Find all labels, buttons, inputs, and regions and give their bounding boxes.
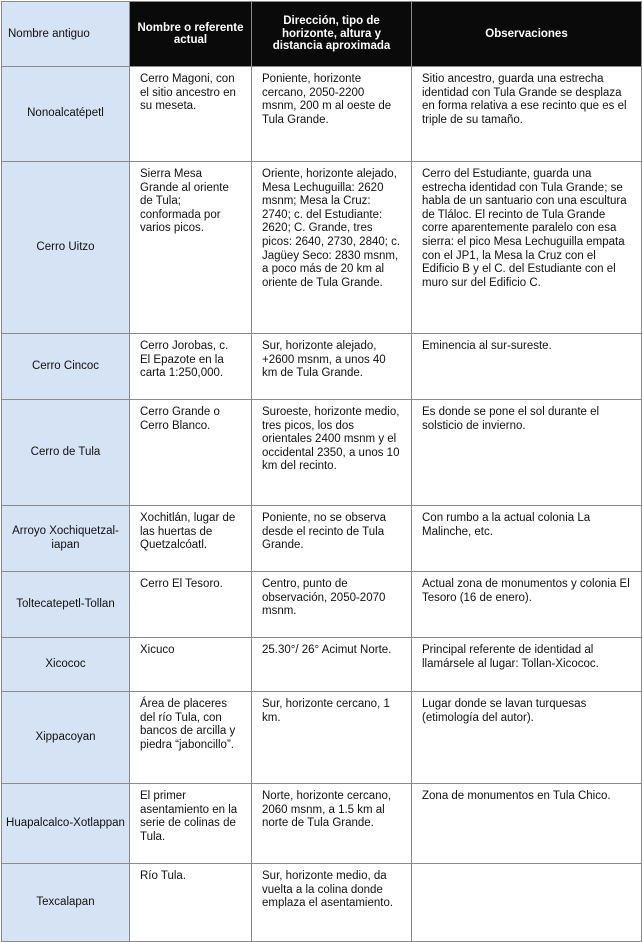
table-row: Cerro Cincoc Cerro Jorobas, c. El Epazot… [1,333,642,400]
cell-direction: Sur, horizonte medio, da vuelta a la col… [251,863,412,942]
cell-notes: Eminencia al sur-sureste. [411,333,642,400]
cell-ancient-name: Cerro Uitzo [1,161,130,334]
cell-current-name: Cerro El Tesoro. [129,571,252,638]
cell-direction: Sur, horizonte cercano, 1 km. [251,691,412,784]
cell-notes: Cerro del Estudiante, guarda una estrech… [411,161,642,334]
cell-current-name: Cerro Magoni, con el sitio ancestro en s… [129,66,252,162]
cell-ancient-name: Texcalapan [1,863,130,942]
table-row: Arroyo Xochiquetzal-iapan Xochitlán, lug… [1,505,642,572]
cell-direction: Poniente, horizonte cercano, 2050-2200 m… [251,66,412,162]
cell-notes: Con rumbo a la actual colonia La Malinch… [411,505,642,572]
cell-current-name: Xicuco [129,637,252,692]
cell-ancient-name: Huapalcalco-Xotlappan [1,783,130,864]
cell-direction: Poniente, no se observa desde el recinto… [251,505,412,572]
cell-notes: Actual zona de monumentos y colonia El T… [411,571,642,638]
cell-current-name: Cerro Jorobas, c. El Epazote en la carta… [129,333,252,400]
cell-current-name: Cerro Grande o Cerro Blanco. [129,399,252,506]
header-current-name: Nombre o referente actual [129,1,252,67]
header-notes: Observaciones [411,1,642,67]
cell-ancient-name: Arroyo Xochiquetzal-iapan [1,505,130,572]
cell-ancient-name: Xicococ [1,637,130,692]
cell-ancient-name: Cerro Cincoc [1,333,130,400]
cell-ancient-name: Xippacoyan [1,691,130,784]
cell-direction: 25.30°/ 26° Acimut Norte. [251,637,412,692]
cell-current-name: Xochitlán, lugar de las huertas de Quetz… [129,505,252,572]
cell-current-name: Río Tula. [129,863,252,942]
cell-notes: Lugar donde se lavan turquesas (etimolog… [411,691,642,784]
table-row: Cerro Uitzo Sierra Mesa Grande al orient… [1,161,642,334]
table-row: Texcalapan Río Tula. Sur, horizonte medi… [1,863,642,942]
header-direction: Dirección, tipo de horizonte, altura y d… [251,1,412,67]
cell-ancient-name: Cerro de Tula [1,399,130,506]
cell-direction: Norte, horizonte cercano, 2060 msnm, a 1… [251,783,412,864]
cell-ancient-name: Nonoalcatépetl [1,66,130,162]
table-row: Xicococ Xicuco 25.30°/ 26° Acimut Norte.… [1,637,642,692]
table-row: Toltecatepetl-Tollan Cerro El Tesoro. Ce… [1,571,642,638]
cell-notes: Zona de monumentos en Tula Chico. [411,783,642,864]
header-row: Nombre antiguo Nombre o referente actual… [1,1,642,67]
table-row: Xippacoyan Área de placeres del río Tula… [1,691,642,784]
cell-direction: Sur, horizonte alejado, +2600 msnm, a un… [251,333,412,400]
table-row: Cerro de Tula Cerro Grande o Cerro Blanc… [1,399,642,506]
table-row: Huapalcalco-Xotlappan El primer asentami… [1,783,642,864]
cell-notes [411,863,642,942]
header-ancient-name: Nombre antiguo [1,1,130,67]
cell-current-name: El primer asentamiento en la serie de co… [129,783,252,864]
table-row: Nonoalcatépetl Cerro Magoni, con el siti… [1,66,642,162]
cell-current-name: Sierra Mesa Grande al oriente de Tula; c… [129,161,252,334]
cell-notes: Principal referente de identidad al llam… [411,637,642,692]
cell-notes: Es donde se pone el sol durante el solst… [411,399,642,506]
cell-current-name: Área de placeres del río Tula, con banco… [129,691,252,784]
cell-notes: Sitio ancestro, guarda una estrecha iden… [411,66,642,162]
cell-direction: Oriente, horizonte alejado, Mesa Lechugu… [251,161,412,334]
cell-ancient-name: Toltecatepetl-Tollan [1,571,130,638]
cell-direction: Centro, punto de observación, 2050-2070 … [251,571,412,638]
cell-direction: Suroeste, horizonte medio, tres picos, l… [251,399,412,506]
